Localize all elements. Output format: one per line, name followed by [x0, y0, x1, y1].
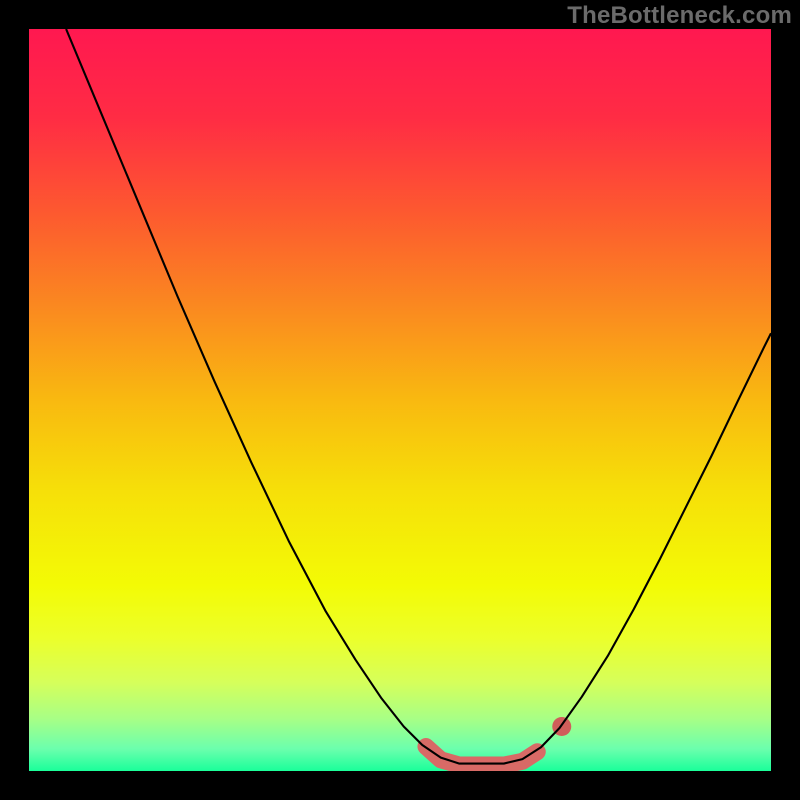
plot-area: [29, 29, 771, 771]
gradient-background: [29, 29, 771, 771]
plot-svg: [29, 29, 771, 771]
chart-frame: TheBottleneck.com: [0, 0, 800, 800]
watermark-text: TheBottleneck.com: [567, 2, 792, 30]
